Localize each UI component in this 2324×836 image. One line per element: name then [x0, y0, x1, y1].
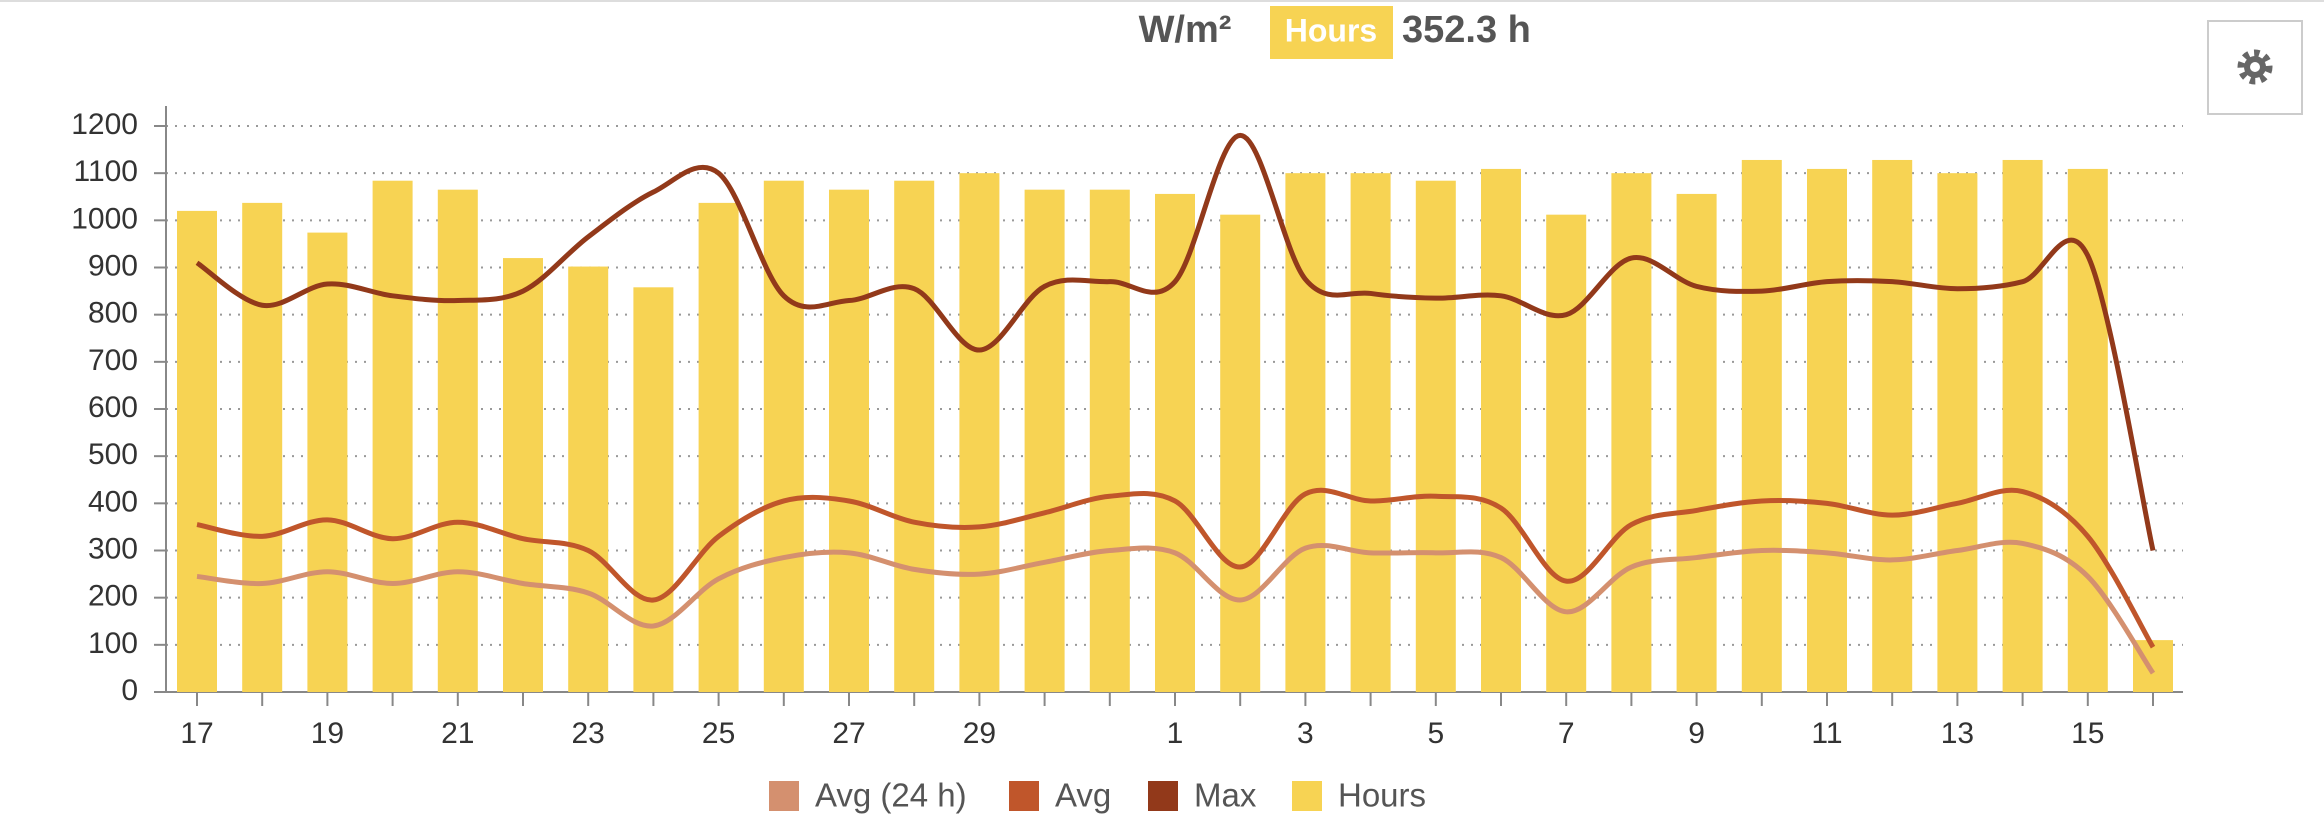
y-tick-label: 500	[88, 438, 138, 471]
bar	[1937, 173, 1978, 692]
legend-swatch	[1292, 781, 1322, 811]
bar	[1415, 180, 1456, 693]
x-tick-label: 29	[963, 717, 996, 750]
x-tick-label: 3	[1297, 717, 1314, 750]
y-tick-label: 700	[88, 344, 138, 377]
bar	[1089, 189, 1130, 693]
y-tick-label: 1100	[73, 155, 138, 188]
bar	[1220, 214, 1261, 692]
line	[196, 539, 2156, 675]
bar	[698, 202, 739, 693]
y-tick-label: 800	[88, 297, 138, 330]
y-tick-label: 600	[88, 391, 138, 424]
bar	[959, 173, 1000, 692]
bar	[1872, 159, 1913, 692]
bar	[177, 210, 217, 692]
x-tick-label: 9	[1688, 717, 1705, 750]
bar	[568, 266, 609, 692]
bar	[1481, 168, 1521, 693]
y-tick-label: 1200	[71, 108, 138, 141]
x-tick-label: 25	[702, 717, 735, 750]
x-tick-label: 11	[1811, 717, 1842, 750]
legend-label: Hours	[1338, 777, 1426, 814]
y-tick-label: 0	[121, 674, 138, 707]
line	[195, 132, 2156, 552]
bar	[372, 180, 413, 693]
legend-label: Max	[1194, 777, 1257, 814]
legend-label: Avg	[1055, 777, 1111, 814]
gear-teeth[interactable]	[2237, 49, 2273, 85]
legend-swatch	[1148, 781, 1178, 811]
bar	[2002, 159, 2043, 692]
x-tick-label: 23	[572, 717, 605, 750]
x-tick-label: 15	[2071, 717, 2104, 750]
gear-hole[interactable]	[2250, 62, 2260, 72]
bar	[307, 232, 348, 692]
bar	[1807, 168, 1847, 693]
y-tick-label: 100	[88, 627, 138, 660]
settings-button[interactable]	[2207, 20, 2303, 115]
legend-label: Avg (24 h)	[815, 777, 967, 814]
y-tick-label: 1000	[71, 202, 138, 235]
x-tick-label: 13	[1941, 717, 1974, 750]
bar	[1350, 173, 1391, 692]
line	[196, 487, 2156, 649]
x-tick-label: 7	[1558, 717, 1575, 750]
y-tick-label: 300	[88, 532, 138, 565]
bar	[1611, 173, 1652, 692]
y-tick-label: 900	[88, 249, 138, 282]
legend-swatch	[1009, 781, 1039, 811]
bar	[437, 189, 478, 693]
bar	[1155, 193, 1195, 693]
bar	[503, 258, 543, 692]
y-tick-label: 200	[88, 580, 138, 613]
subtitle: 352.3 h	[1402, 9, 1531, 51]
bar	[829, 189, 869, 693]
bar	[1676, 193, 1717, 693]
bar	[763, 180, 804, 693]
bar	[1546, 214, 1587, 692]
legend-swatch	[769, 781, 799, 811]
x-tick-label: 19	[311, 717, 344, 750]
y-tick-label: 400	[88, 485, 138, 518]
badge-bg	[1270, 6, 1393, 59]
bar	[2067, 168, 2108, 693]
x-tick-label: 21	[441, 717, 474, 750]
x-tick-label: 27	[832, 717, 865, 750]
bar	[894, 180, 935, 693]
bar	[1741, 159, 1782, 692]
bar	[242, 202, 283, 693]
bar	[633, 287, 674, 692]
bar	[1024, 189, 1065, 693]
x-tick-label: 1	[1167, 717, 1184, 750]
badge: Hours	[1285, 12, 1377, 48]
x-tick-label: 17	[180, 717, 213, 750]
chart-title: W/m²	[1139, 9, 1232, 51]
x-tick-label: 5	[1427, 717, 1444, 750]
